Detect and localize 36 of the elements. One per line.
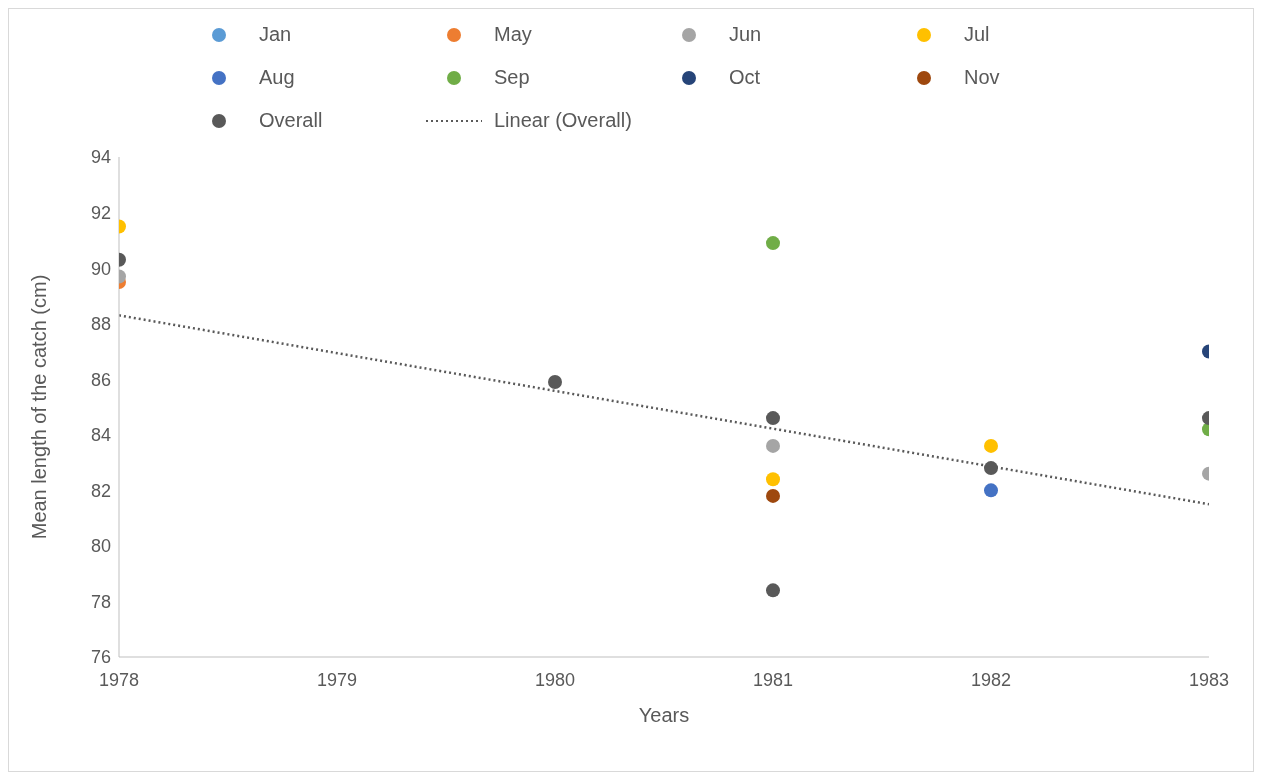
y-tick-label: 84 [90, 425, 111, 446]
y-tick-label: 76 [90, 647, 111, 668]
y-tick-label: 80 [90, 536, 111, 557]
point [766, 411, 780, 426]
legend-label: Overall [259, 109, 323, 132]
legend-label: Aug [259, 66, 295, 89]
x-tick-label: 1980 [534, 669, 576, 690]
x-tick-label: 1982 [970, 669, 1012, 690]
x-tick-label: 1979 [316, 669, 358, 690]
y-tick-label: 86 [90, 369, 111, 390]
y-tick-label: 90 [90, 258, 111, 279]
point [548, 375, 562, 389]
y-axis-title: Mean length of the catch (cm) [28, 274, 51, 540]
legend-label: Jan [259, 23, 292, 46]
point [984, 461, 998, 476]
legend-label: Linear (Overall) [494, 109, 632, 132]
legend-label: Sep [494, 66, 530, 89]
point [984, 438, 998, 453]
legend-label: Oct [729, 66, 761, 89]
point [766, 583, 780, 598]
x-tick-label: 1978 [98, 669, 140, 690]
y-tick-label: 88 [90, 314, 111, 335]
y-tick-label: 92 [90, 202, 111, 223]
legend-label: Nov [964, 66, 1000, 89]
legend-label: Jul [964, 23, 990, 46]
point [766, 488, 780, 503]
y-tick-label: 78 [90, 591, 111, 612]
point [766, 472, 780, 487]
y-tick-label: 82 [90, 480, 111, 501]
point [984, 483, 998, 498]
x-axis-title: Years [638, 704, 690, 726]
x-tick-label: 1983 [1188, 669, 1230, 690]
x-tick-label: 1981 [752, 669, 794, 690]
legend-label: May [494, 23, 532, 46]
legend-label: Jun [729, 23, 762, 46]
y-tick-label: 94 [90, 147, 111, 168]
